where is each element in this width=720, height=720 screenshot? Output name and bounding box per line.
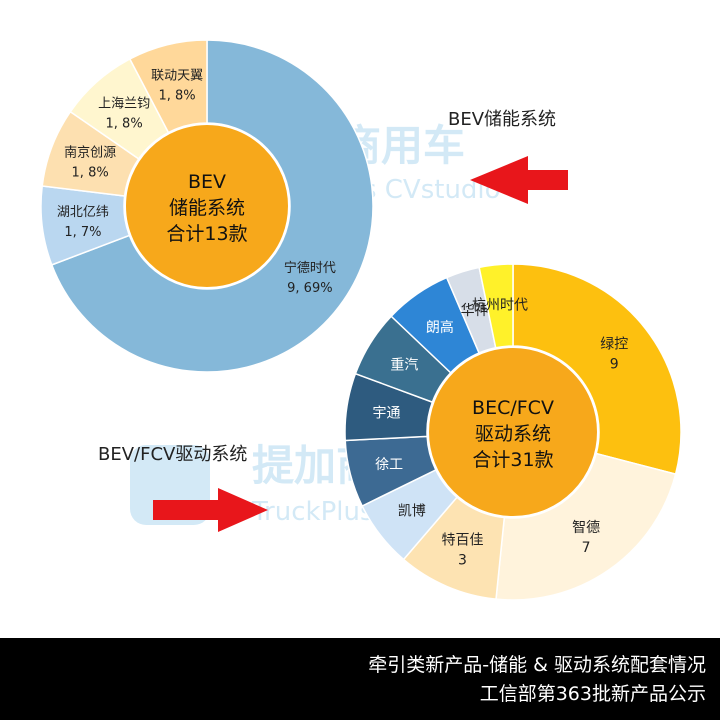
bev-storage-callout: BEV储能系统 bbox=[448, 109, 556, 130]
slice-label: 南京创源 1, 8% bbox=[64, 145, 116, 181]
donut-chart-bev-storage: 宁德时代 9, 69% 湖北亿纬 1, 7% 南京创源 1, 8% 上海兰钧 1, 8%联动天… bbox=[40, 39, 374, 373]
slice-label: 凯博 bbox=[398, 502, 426, 519]
slice-label: 联动天翼 1, 8% bbox=[151, 69, 203, 104]
slice-label: 上海兰钧 1, 8% bbox=[98, 96, 150, 131]
slice-label: 华神 bbox=[461, 303, 489, 319]
slice-label: 徐工 bbox=[375, 457, 403, 473]
slice-label: 朗高 bbox=[426, 319, 454, 336]
slice-label: 宁德时代 9, 69% bbox=[284, 260, 336, 296]
slice-label: 智德 7 bbox=[572, 520, 600, 556]
donut-center-label: BEV 储能系统合计13款 bbox=[166, 171, 247, 245]
slice-label: 杭州时代 bbox=[472, 298, 528, 314]
arrow-left-icon bbox=[470, 156, 568, 204]
footer-banner: 牵引类新产品-储能 & 驱动系统配套情况 工信部第363批新产品公示 bbox=[0, 638, 720, 720]
slice-label: 宇通 bbox=[372, 406, 400, 422]
slice-label: 重汽 bbox=[390, 357, 418, 373]
slice-label: 湖北亿纬 1, 7% bbox=[57, 205, 109, 240]
arrow-right-icon bbox=[153, 488, 268, 532]
slice-label: 绿控 9 bbox=[600, 337, 628, 373]
donut-center-label: BEC/FCV 驱动系统合计31款 bbox=[472, 397, 554, 471]
bev-fcv-drive-callout: BEV/FCV驱动系统 bbox=[98, 444, 247, 465]
donut-center bbox=[124, 123, 290, 289]
donut-center bbox=[427, 346, 599, 518]
slice-label: 特百佳 3 bbox=[442, 533, 484, 569]
footer-subtitle: 工信部第363批新产品公示 bbox=[479, 683, 706, 705]
footer-title: 牵引类新产品-储能 & 驱动系统配套情况 bbox=[368, 654, 706, 676]
